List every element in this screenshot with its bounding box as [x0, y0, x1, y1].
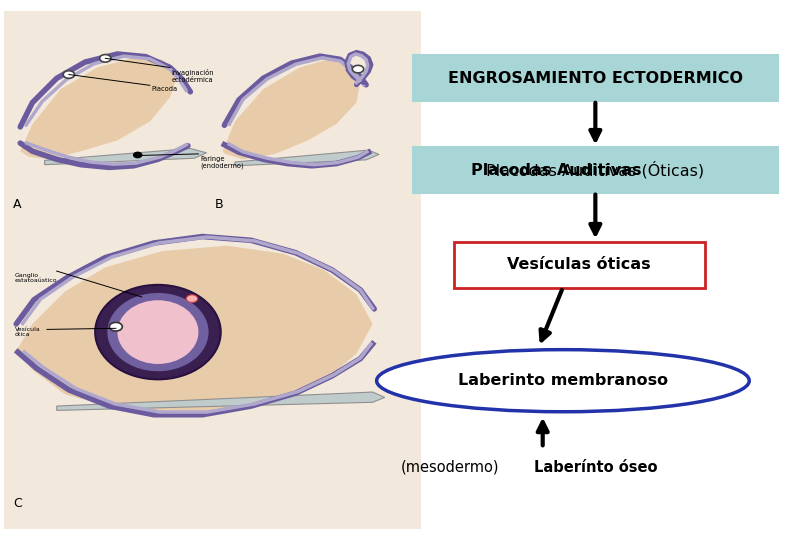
Text: Faringe
(endodermo): Faringe (endodermo)	[200, 156, 244, 169]
FancyBboxPatch shape	[454, 241, 705, 287]
Text: Laberínto óseo: Laberínto óseo	[534, 460, 657, 475]
Ellipse shape	[96, 285, 220, 379]
Polygon shape	[16, 246, 373, 416]
Polygon shape	[57, 392, 385, 410]
Text: A: A	[13, 198, 21, 211]
Text: ENGROSAMIENTO ECTODERMICO: ENGROSAMIENTO ECTODERMICO	[448, 71, 743, 86]
Circle shape	[134, 152, 142, 158]
Text: Ganglio
estatoaústico: Ganglio estatoaústico	[15, 273, 58, 284]
Circle shape	[100, 55, 111, 62]
FancyBboxPatch shape	[413, 147, 778, 193]
Polygon shape	[20, 57, 178, 159]
Text: B: B	[215, 198, 224, 211]
Text: Laberinto membranoso: Laberinto membranoso	[458, 373, 668, 388]
Ellipse shape	[107, 293, 209, 372]
Circle shape	[186, 295, 198, 302]
Text: Placodas Auditivas: Placodas Auditivas	[471, 163, 642, 178]
FancyBboxPatch shape	[413, 56, 778, 102]
Text: Vesícula
ótica: Vesícula ótica	[15, 327, 40, 338]
Ellipse shape	[117, 300, 198, 364]
Polygon shape	[45, 148, 207, 165]
Text: Invaginación
ectodérmica: Invaginación ectodérmica	[172, 69, 214, 83]
FancyBboxPatch shape	[4, 11, 421, 529]
Circle shape	[63, 71, 75, 78]
Polygon shape	[235, 150, 379, 166]
Polygon shape	[223, 59, 360, 159]
Ellipse shape	[377, 350, 749, 412]
Circle shape	[352, 65, 364, 73]
Text: Placoda: Placoda	[151, 86, 177, 92]
Text: Placodas Auditivas (Óticas): Placodas Auditivas (Óticas)	[486, 161, 705, 179]
Text: (mesodermo): (mesodermo)	[400, 460, 499, 475]
Circle shape	[109, 322, 122, 331]
Text: C: C	[13, 496, 22, 510]
Text: Vesículas óticas: Vesículas óticas	[507, 257, 651, 272]
